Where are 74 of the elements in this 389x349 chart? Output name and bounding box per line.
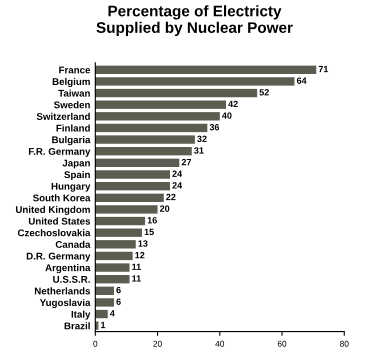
data-label: 22 (166, 194, 176, 200)
data-label: 42 (228, 100, 238, 108)
y-tick-label: Belgium (52, 78, 90, 88)
bar (95, 252, 133, 260)
y-tick-label: Brazil (64, 322, 90, 330)
y-tick-label: Finland (56, 124, 90, 132)
bar (95, 216, 146, 226)
y-tick-label: Japan (62, 160, 90, 168)
bar (95, 263, 130, 272)
bar (95, 310, 108, 318)
x-tick-label: 60 (278, 340, 286, 347)
y-tick-label: Switzerland (36, 112, 90, 120)
y-tick-label: D.R. Germany (26, 252, 90, 262)
data-label: 6 (116, 298, 121, 305)
y-tick-label: South Korea (32, 194, 91, 202)
y-tick-label: Czechoslovakia (18, 229, 91, 236)
y-tick-label: United States (28, 218, 90, 225)
y-tick-label: United Kingdom (16, 206, 90, 215)
bar (95, 124, 208, 132)
y-tick-label: Spain (64, 170, 90, 180)
x-tick-label: 0 (93, 340, 98, 347)
bar (95, 182, 170, 190)
data-label: 13 (138, 240, 148, 247)
x-tick-label: 20 (153, 340, 162, 347)
x-tick-label: 80 (340, 340, 349, 347)
data-label: 64 (296, 77, 307, 84)
data-label: 71 (318, 66, 328, 72)
bar (95, 88, 258, 98)
data-label: 11 (132, 264, 141, 270)
data-label: 20 (160, 205, 170, 212)
data-label: 4 (110, 310, 115, 316)
y-tick-label: Sweden (54, 101, 90, 108)
bar (95, 158, 180, 168)
data-label: 1 (101, 322, 106, 328)
x-tick-label: 40 (215, 340, 224, 347)
data-label: 12 (135, 252, 144, 258)
bar (95, 275, 130, 284)
y-tick-label: F.R. Germany (28, 148, 90, 157)
y-tick-label: Taiwan (58, 90, 90, 97)
data-label: 31 (194, 147, 204, 154)
data-label: 36 (210, 124, 220, 130)
data-label: 24 (172, 182, 182, 188)
data-label: 24 (172, 170, 182, 177)
bar (95, 170, 170, 179)
bar (95, 147, 192, 156)
bar (95, 228, 142, 237)
bar (95, 240, 136, 248)
data-label: 52 (259, 89, 269, 96)
y-tick-label: Netherlands (34, 287, 90, 294)
y-tick-label: France (59, 66, 90, 74)
data-label: 6 (116, 286, 121, 294)
bar (95, 135, 195, 144)
y-tick-label: Argentina (45, 264, 91, 274)
data-label: 32 (197, 136, 207, 142)
y-tick-label: Hungary (52, 182, 90, 192)
bar (95, 286, 114, 296)
bar (95, 77, 294, 86)
chart-title: Percentage of Electricty Supplied by Nuclear Power (96, 5, 293, 36)
data-label: 16 (148, 217, 157, 224)
bar (95, 66, 316, 74)
y-tick-label: Yugoslavia (40, 298, 91, 308)
y-tick-label: Italy (72, 310, 90, 320)
y-tick-label: U.S.S.R. (53, 276, 90, 283)
bar (95, 205, 158, 214)
data-label: 27 (182, 158, 192, 166)
bar (95, 298, 114, 307)
data-label: 15 (144, 228, 154, 236)
bar (95, 100, 226, 109)
y-tick-label: Canada (56, 240, 91, 248)
y-tick-label: Bulgaria (52, 136, 91, 146)
data-label: 11 (132, 275, 141, 282)
bar (95, 194, 164, 202)
data-label: 40 (222, 112, 232, 119)
bar (95, 112, 220, 121)
